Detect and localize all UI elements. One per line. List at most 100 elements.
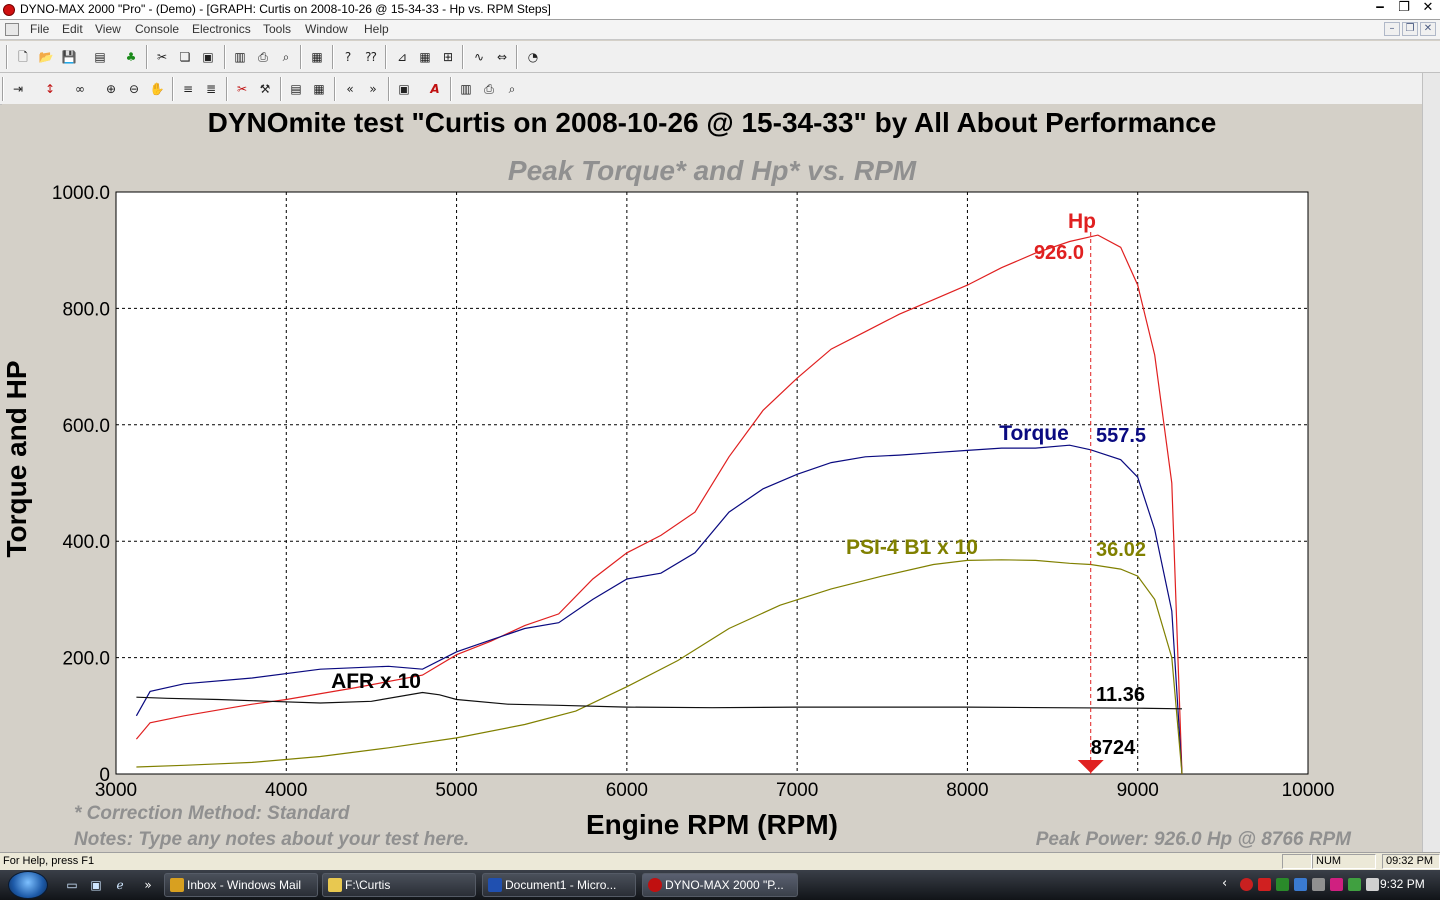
chart-icon[interactable]: ▣ bbox=[398, 82, 410, 96]
taskbar-clock[interactable]: 9:32 PM bbox=[1380, 877, 1425, 891]
cut-icon[interactable]: ✂ bbox=[156, 50, 168, 64]
axis-ticks: 3000 4000 5000 6000 7000 8000 9000 10000 0 200.0 4… bbox=[52, 183, 1335, 801]
series-name-label: Torque bbox=[999, 422, 1069, 445]
graph-icon[interactable]: ⊿ bbox=[396, 50, 408, 64]
hand-icon[interactable]: ✋ bbox=[149, 82, 165, 96]
tray-device-icon[interactable] bbox=[1312, 878, 1325, 891]
chart-area: 3000 4000 5000 6000 7000 8000 9000 10000 0 200.0 4… bbox=[2, 104, 1422, 852]
x-tick-label: 6000 bbox=[606, 780, 648, 801]
tree-icon[interactable]: ♣ bbox=[125, 50, 137, 64]
correction-note: * Correction Method: Standard bbox=[74, 803, 350, 824]
zoom-out-icon[interactable]: ⊖ bbox=[128, 82, 140, 96]
y-tick-label: 0 bbox=[99, 765, 110, 786]
scissors-icon[interactable]: ✂ bbox=[236, 82, 248, 96]
minimize-button[interactable]: ‒ bbox=[1375, 0, 1385, 15]
menu-help[interactable]: Help bbox=[364, 22, 389, 36]
taskbar-button-folder[interactable]: F:\Curtis bbox=[322, 873, 476, 897]
menu-file[interactable]: File bbox=[30, 22, 50, 36]
x-tick-label: 7000 bbox=[776, 780, 818, 801]
stack2-icon[interactable]: ≣ bbox=[205, 82, 217, 96]
network-icon[interactable] bbox=[1348, 878, 1361, 891]
mdi-close-button[interactable]: ✕ bbox=[1420, 22, 1436, 36]
context-help-icon[interactable]: ⁇ bbox=[365, 50, 377, 64]
notes-text[interactable]: Notes: Type any notes about your test he… bbox=[74, 829, 469, 850]
book-icon[interactable]: ▥ bbox=[234, 50, 246, 64]
cursor-marker[interactable] bbox=[1077, 760, 1104, 773]
cursor-icon[interactable]: ↕ bbox=[44, 82, 56, 96]
paste-icon[interactable]: ▣ bbox=[202, 50, 214, 64]
chart-svg: 3000 4000 5000 6000 7000 8000 9000 10000 0 200.0 4… bbox=[2, 107, 1352, 850]
y-tick-label: 1000.0 bbox=[52, 183, 110, 204]
y-axis-label: Torque and HP bbox=[2, 360, 32, 557]
font-icon[interactable]: A bbox=[430, 82, 440, 96]
pin-icon[interactable]: ⇥ bbox=[12, 82, 24, 96]
taskbar-button-dynomax[interactable]: DYNO-MAX 2000 "P... bbox=[642, 873, 798, 897]
vertical-scrollbar[interactable] bbox=[1422, 73, 1440, 852]
x-tick-label: 4000 bbox=[265, 780, 307, 801]
mdi-restore-button[interactable]: ❐ bbox=[1402, 22, 1418, 36]
back-icon[interactable]: « bbox=[346, 82, 354, 96]
new-icon[interactable]: 🗋 bbox=[18, 50, 28, 64]
series-name-label: AFR x 10 bbox=[331, 670, 421, 693]
show-desktop-icon[interactable]: ▭ bbox=[66, 878, 78, 892]
volume-icon[interactable] bbox=[1366, 878, 1379, 891]
start-button[interactable] bbox=[8, 871, 48, 899]
close-button[interactable]: ✕ bbox=[1422, 0, 1434, 15]
import-icon[interactable]: ▦ bbox=[311, 50, 323, 64]
tray-expand-icon[interactable]: ‹ bbox=[1222, 876, 1228, 891]
scale-icon[interactable]: ⇔ bbox=[496, 50, 508, 64]
tool-icon[interactable]: ⚒ bbox=[259, 82, 271, 96]
network-tray-icon[interactable] bbox=[1294, 878, 1307, 891]
menu-tools[interactable]: Tools bbox=[263, 22, 292, 36]
app-icon[interactable] bbox=[3, 4, 15, 16]
taskbar-button-windows-mail[interactable]: Inbox - Windows Mail bbox=[164, 873, 318, 897]
series-peak-label: 926.0 bbox=[1034, 242, 1084, 264]
table2-icon[interactable]: ▦ bbox=[313, 82, 325, 96]
document-icon[interactable] bbox=[5, 23, 19, 36]
print-setup-icon[interactable]: ▤ bbox=[94, 50, 106, 64]
word-icon bbox=[488, 878, 502, 892]
print-preview2-icon[interactable]: ⌕ bbox=[508, 82, 516, 96]
table-icon[interactable]: ⊞ bbox=[442, 50, 454, 64]
forward-icon[interactable]: » bbox=[369, 82, 377, 96]
dynomax-icon bbox=[648, 878, 662, 892]
rpm-cursor[interactable]: 8724 bbox=[1077, 232, 1136, 774]
status-pane-empty bbox=[1282, 854, 1312, 869]
antivirus-icon[interactable] bbox=[1240, 878, 1253, 891]
quicklaunch-more-icon[interactable]: » bbox=[144, 878, 152, 892]
restore-button[interactable]: ❐ bbox=[1398, 0, 1410, 15]
taskbar-button-word[interactable]: Document1 - Micro... bbox=[482, 873, 636, 897]
print-preview-icon[interactable]: ⌕ bbox=[282, 50, 290, 64]
print-icon[interactable]: ⎙ bbox=[258, 50, 268, 64]
menu-view[interactable]: View bbox=[95, 22, 121, 36]
help-icon[interactable]: ? bbox=[344, 50, 352, 64]
list-icon[interactable]: ▤ bbox=[290, 82, 302, 96]
mdi-minimize-button[interactable]: – bbox=[1384, 22, 1400, 36]
y-tick-label: 400.0 bbox=[62, 532, 110, 553]
window-title: DYNO-MAX 2000 "Pro" - (Demo) - [GRAPH: C… bbox=[20, 2, 551, 16]
stack-icon[interactable]: ≡ bbox=[182, 82, 194, 96]
tray-app-icon[interactable] bbox=[1276, 878, 1289, 891]
open-icon[interactable]: 📂 bbox=[38, 50, 54, 64]
zoom-glasses-icon[interactable]: ∞ bbox=[75, 82, 85, 96]
grid-icon[interactable]: ▦ bbox=[419, 50, 431, 64]
menu-window[interactable]: Window bbox=[305, 22, 348, 36]
menu-console[interactable]: Console bbox=[135, 22, 180, 36]
status-help-text: For Help, press F1 bbox=[3, 855, 95, 867]
waveform-icon[interactable]: ∿ bbox=[473, 50, 485, 64]
copy-icon[interactable]: ❏ bbox=[179, 50, 191, 64]
x-tick-label: 10000 bbox=[1282, 780, 1335, 801]
series-line-3 bbox=[136, 691, 1183, 710]
switch-windows-icon[interactable]: ▣ bbox=[90, 878, 102, 892]
save-icon[interactable]: 💾 bbox=[61, 50, 77, 64]
gauge-icon[interactable]: ◔ bbox=[527, 50, 539, 64]
chart-subtitle: Peak Torque* and Hp* vs. RPM bbox=[508, 155, 917, 186]
tray-media-icon[interactable] bbox=[1330, 878, 1343, 891]
print2-icon[interactable]: ⎙ bbox=[484, 82, 494, 96]
zoom-in-icon[interactable]: ⊕ bbox=[105, 82, 117, 96]
internet-explorer-icon[interactable]: ℯ bbox=[116, 878, 124, 892]
menu-electronics[interactable]: Electronics bbox=[192, 22, 251, 36]
menu-edit[interactable]: Edit bbox=[62, 22, 83, 36]
book2-icon[interactable]: ▥ bbox=[460, 82, 472, 96]
ati-icon[interactable] bbox=[1258, 878, 1271, 891]
